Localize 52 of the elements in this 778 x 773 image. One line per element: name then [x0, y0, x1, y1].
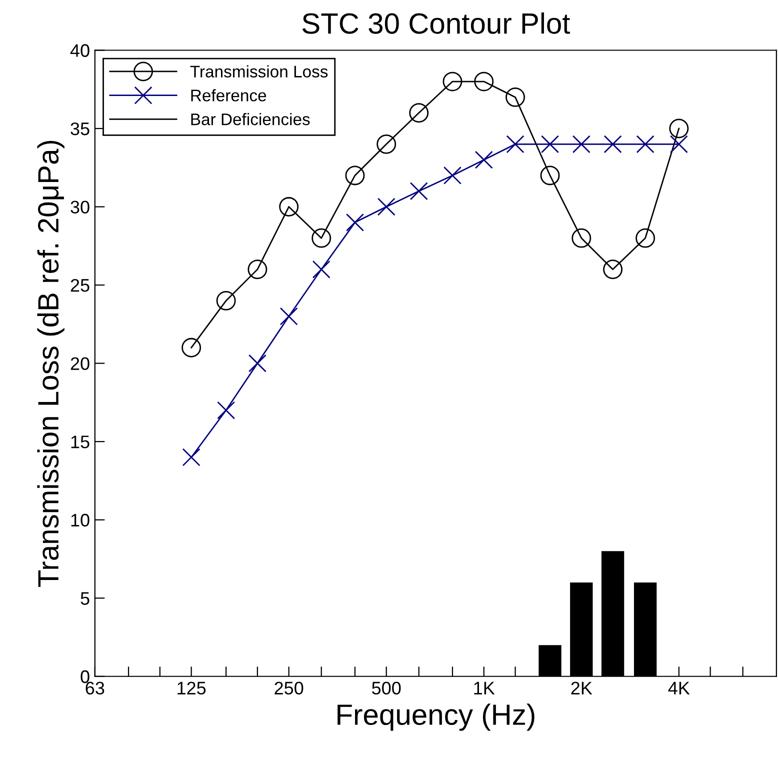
point — [442, 72, 462, 92]
legend-label: Transmission Loss — [190, 65, 328, 78]
y-tick-label: 40 — [70, 44, 90, 57]
point — [182, 338, 202, 358]
point — [443, 166, 462, 184]
legend-label: Reference — [191, 89, 266, 102]
point — [312, 228, 332, 248]
point — [377, 198, 396, 216]
y-tick-label: 5 — [80, 592, 90, 605]
point — [410, 182, 428, 200]
point — [312, 260, 330, 278]
y-axis-title: Transmission Loss (dB ref. 20μPa) — [37, 140, 64, 587]
y-tick-label: 35 — [70, 122, 90, 136]
y-tick-label: 30 — [70, 200, 90, 214]
point — [604, 135, 622, 154]
x-tick-label: 63 — [86, 682, 104, 694]
x-tick-label: 1K — [474, 682, 495, 694]
x-tick-label: 250 — [274, 682, 304, 694]
point — [572, 228, 592, 248]
y-tick-label: 15 — [71, 436, 90, 448]
point — [669, 118, 689, 138]
point — [540, 135, 560, 154]
legend-label: Bar Deficiencies — [191, 112, 310, 126]
point — [506, 87, 525, 107]
point — [636, 228, 656, 248]
y-tick-label: 10 — [71, 514, 90, 527]
point — [636, 135, 654, 154]
point — [346, 213, 364, 232]
x-tick-label: 500 — [372, 682, 401, 694]
point — [248, 260, 268, 280]
chart-title: STC 30 Contour Plot — [302, 12, 570, 34]
point — [506, 135, 524, 154]
point — [540, 166, 560, 186]
x-tick-label: 4K — [668, 682, 690, 694]
point — [182, 448, 200, 466]
point — [409, 103, 429, 123]
point — [376, 134, 396, 154]
x-tick-label: 125 — [178, 682, 206, 694]
point — [474, 72, 494, 92]
x-axis-title: Frequency (Hz) — [338, 704, 534, 731]
y-tick-label: 25 — [70, 278, 90, 292]
point — [279, 197, 299, 216]
y-tick-label: 0 — [80, 670, 90, 684]
point — [345, 166, 365, 186]
point — [572, 135, 590, 154]
point — [603, 260, 623, 280]
point — [670, 135, 688, 154]
point — [280, 307, 298, 326]
x-tick-label: 2K — [571, 682, 592, 694]
point — [248, 354, 266, 372]
point — [474, 150, 493, 169]
y-tick-label: 20 — [70, 357, 90, 370]
